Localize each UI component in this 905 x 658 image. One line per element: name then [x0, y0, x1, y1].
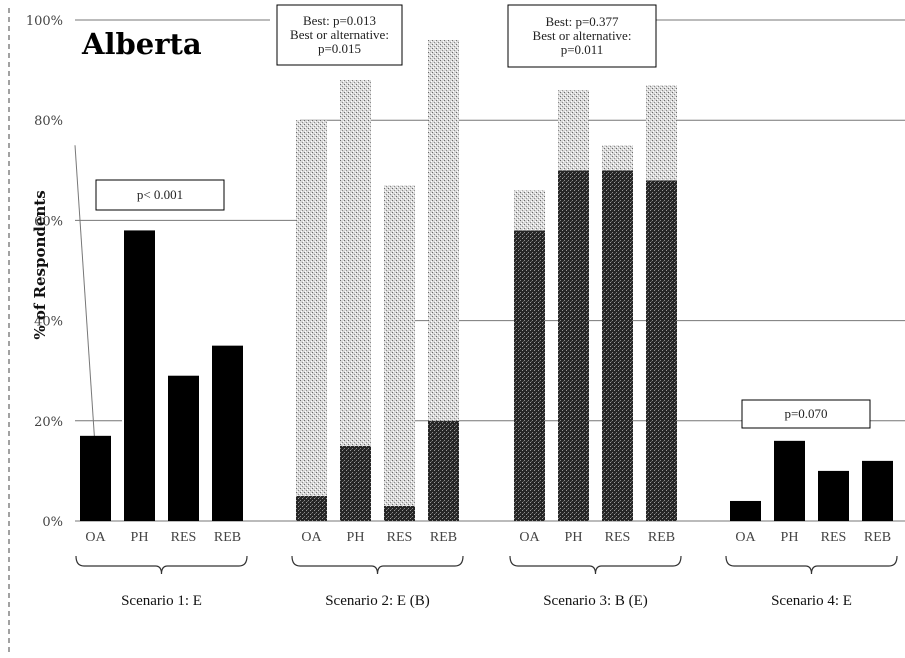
bar [646, 180, 677, 521]
y-tick-label: 40% [34, 315, 63, 330]
scenario-label: Scenario 3: B (E) [543, 593, 648, 609]
annotation-box [741, 399, 871, 429]
y-tick-label: 20% [34, 415, 63, 430]
y-tick-label: 0% [42, 515, 63, 530]
group-brace [75, 555, 248, 575]
category-label: OA [519, 530, 540, 545]
bar [558, 90, 589, 171]
annotation-box [95, 179, 225, 211]
bar [296, 120, 327, 496]
annotation-text: p=0.011 [561, 42, 604, 57]
annotation-text: Best or alternative: [533, 28, 632, 43]
bar [602, 145, 633, 171]
annotation-text: Best: p=0.013 [303, 13, 376, 28]
category-label: OA [735, 530, 756, 545]
bar [296, 495, 327, 521]
bar [384, 185, 415, 506]
annotation-box [276, 4, 403, 66]
category-label: PH [781, 530, 799, 545]
annotation-box [507, 4, 657, 68]
bar [428, 420, 459, 521]
bar [818, 470, 849, 521]
scenario-label: Scenario 2: E (B) [325, 593, 430, 609]
category-label: RES [821, 530, 847, 545]
annotation-text: p=0.070 [784, 406, 827, 421]
bar [168, 375, 199, 521]
bar [80, 435, 111, 521]
chart-title: Alberta [81, 27, 202, 61]
bar [384, 505, 415, 521]
category-label: REB [430, 530, 457, 545]
bar [428, 40, 459, 421]
bar [602, 170, 633, 522]
labels: 0% 20% 40% 60% 80% 100% OA PH RES REB Scenario 1: … [26, 4, 898, 609]
annotation-text: p< 0.001 [137, 187, 183, 202]
bar [212, 345, 243, 521]
y-tick-label: 60% [34, 214, 63, 229]
bar [340, 80, 371, 446]
bar [730, 500, 761, 521]
bar [862, 460, 893, 521]
category-label: PH [347, 530, 365, 545]
bar [124, 230, 155, 522]
category-label: RES [171, 530, 197, 545]
bar [558, 170, 589, 522]
category-label: REB [648, 530, 675, 545]
group-brace [509, 555, 682, 575]
bar [646, 85, 677, 181]
group-brace [291, 555, 464, 575]
category-label: PH [565, 530, 583, 545]
bar [774, 440, 805, 521]
category-label: OA [301, 530, 322, 545]
category-label: OA [85, 530, 106, 545]
y-tick-label: 80% [34, 114, 63, 129]
category-label: PH [131, 530, 149, 545]
bars [80, 40, 893, 522]
category-label: REB [864, 530, 891, 545]
annotation-text: Best: p=0.377 [545, 14, 619, 29]
annotation-text: p=0.015 [318, 41, 361, 56]
scenario-label: Scenario 1: E [121, 593, 202, 609]
category-label: REB [214, 530, 241, 545]
group-brace [725, 555, 898, 575]
bar [514, 190, 545, 231]
category-label: RES [605, 530, 631, 545]
annotation-text: Best or alternative: [290, 27, 389, 42]
bar [514, 230, 545, 522]
scenario-label: Scenario 4: E [771, 593, 852, 609]
bar [340, 445, 371, 521]
y-axis-label: % of Respondents [31, 190, 49, 339]
category-label: RES [387, 530, 413, 545]
y-tick-label: 100% [26, 14, 63, 29]
